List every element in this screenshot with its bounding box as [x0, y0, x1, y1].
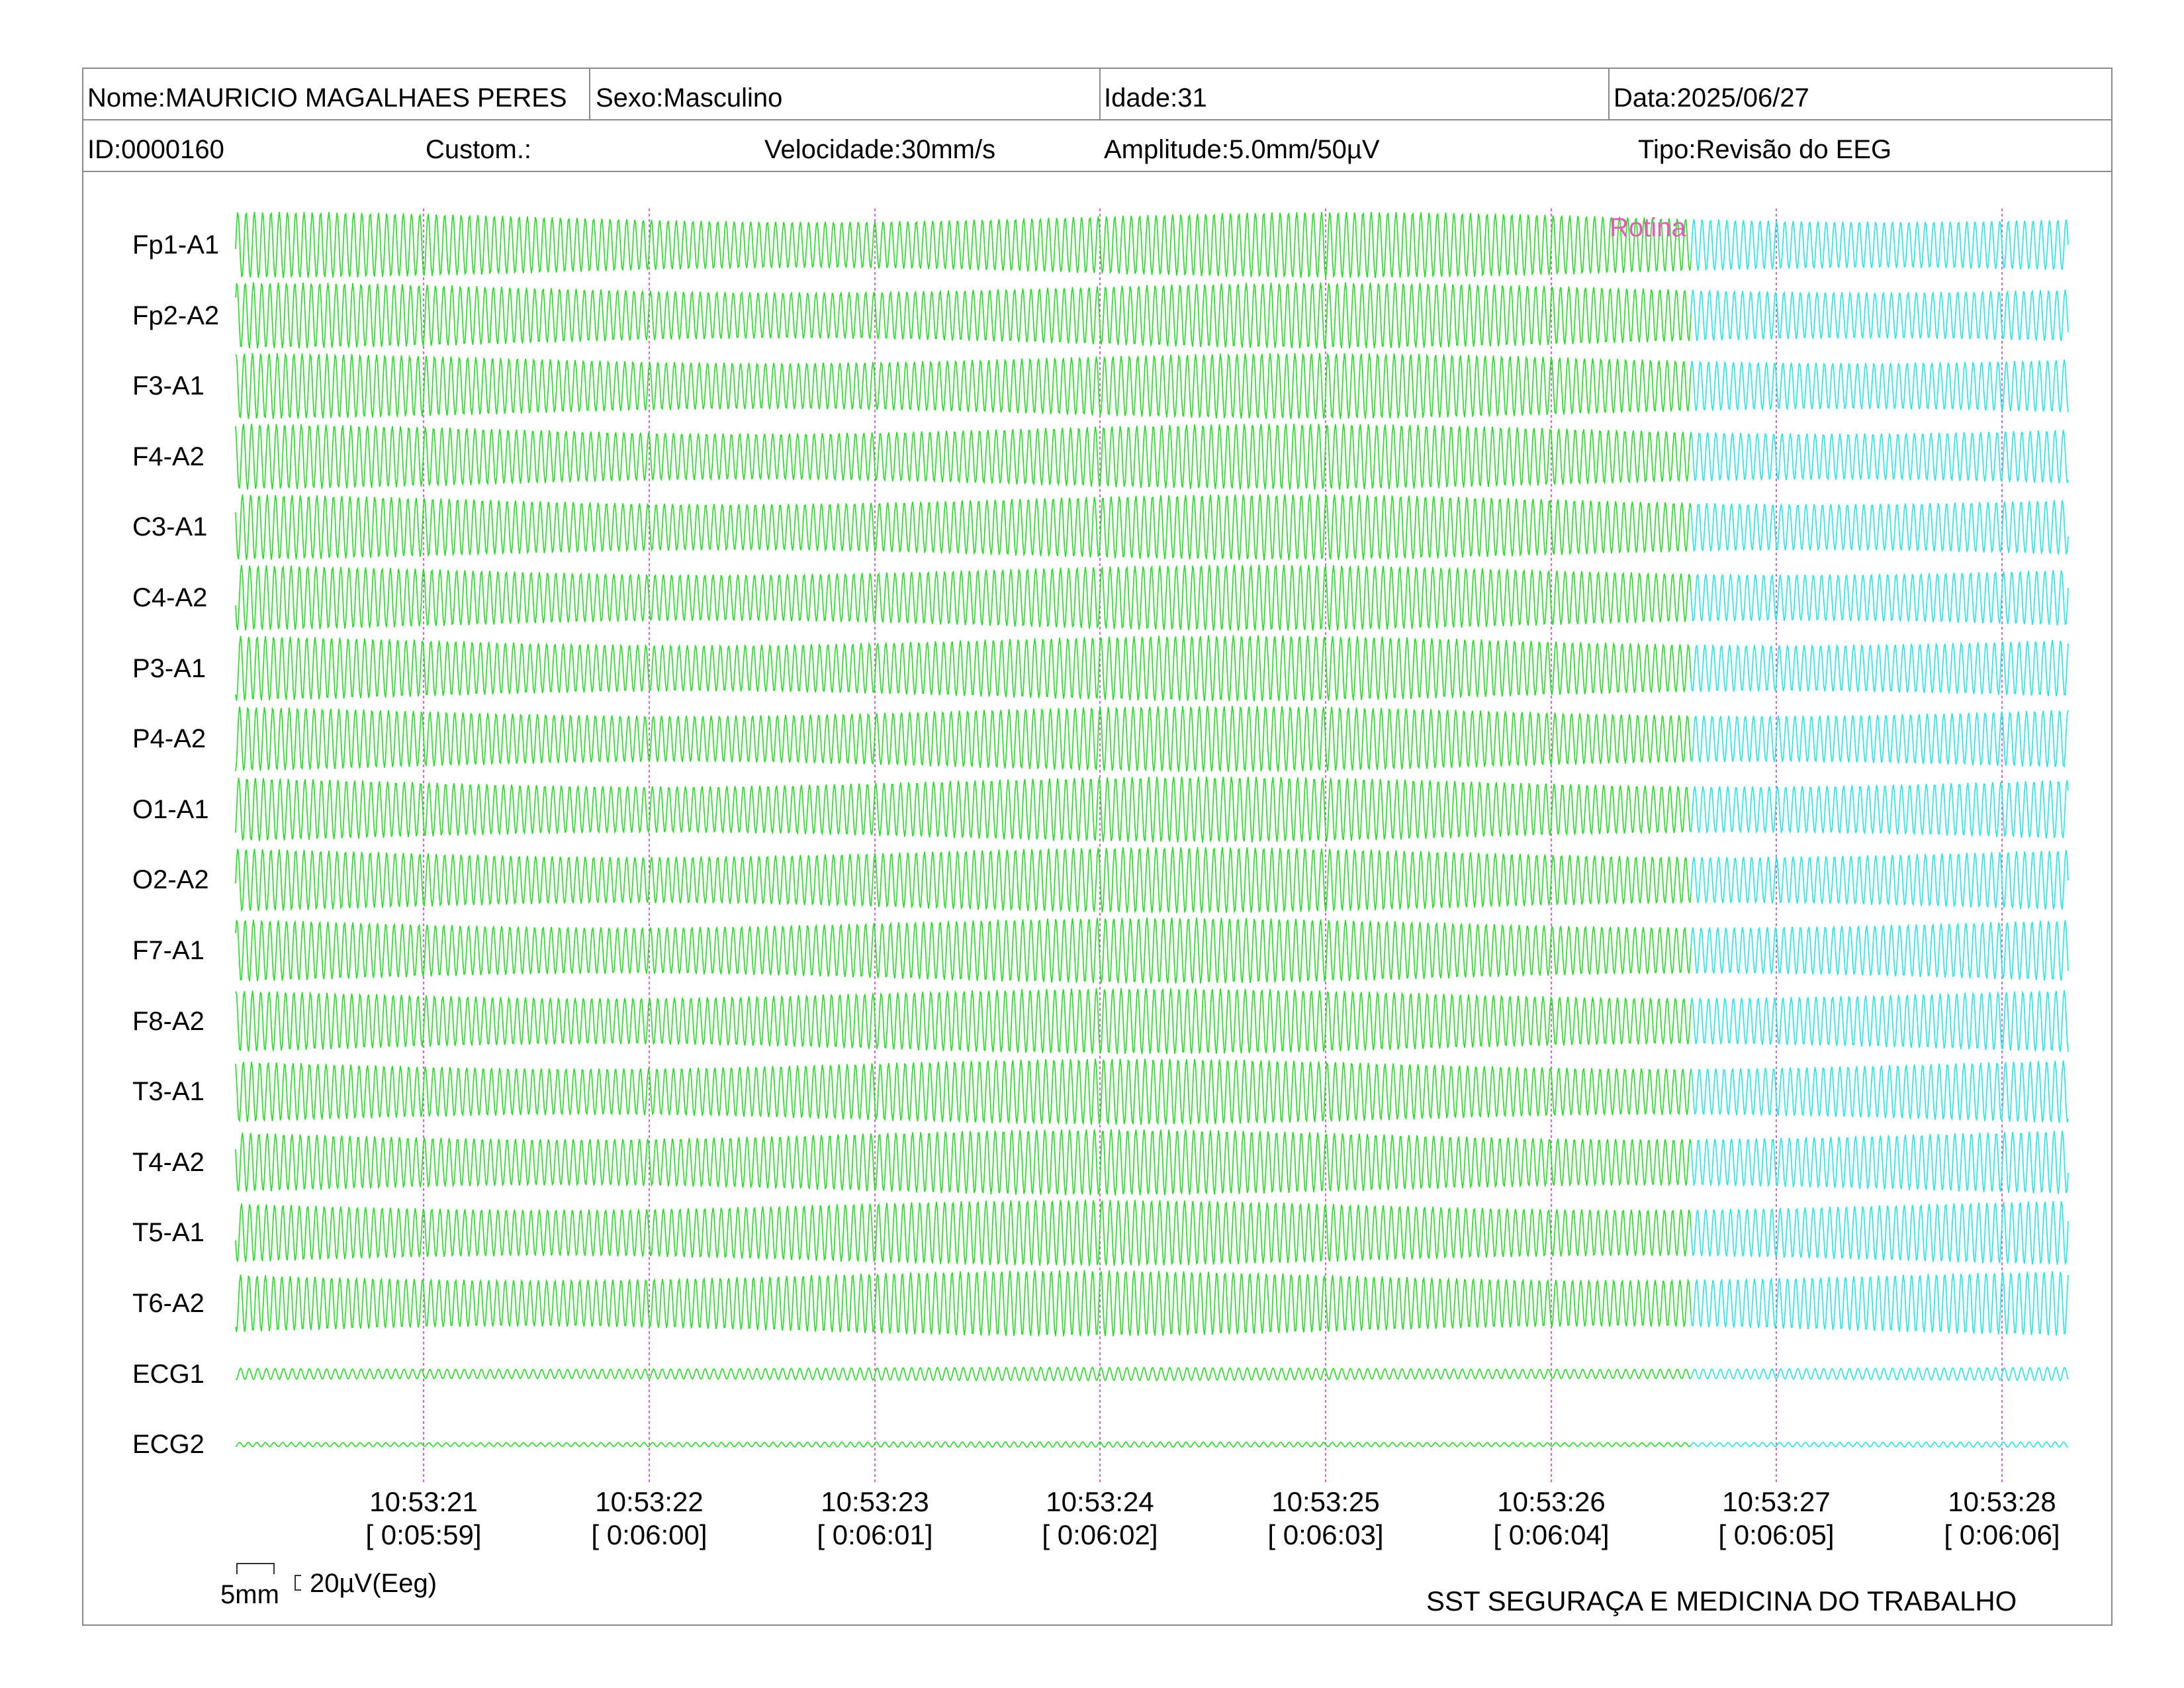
- eeg-trace-recent: [1690, 1271, 2069, 1336]
- time-elapsed-label: [ 0:06:04]: [1493, 1519, 1610, 1550]
- eeg-trace-recent: [1690, 1366, 2069, 1382]
- header-cell-divider: [1608, 68, 1610, 120]
- time-clock-label: 10:53:23: [821, 1486, 929, 1517]
- time-elapsed-label: [ 0:06:05]: [1718, 1519, 1835, 1550]
- report-frame: [82, 68, 2113, 1626]
- channel-label: C4-A2: [132, 583, 208, 612]
- eeg-trace: [235, 917, 1692, 984]
- channel-label: P3-A1: [132, 653, 206, 683]
- scale-bar-icon: [236, 1563, 301, 1591]
- patient-age: Idade:31: [1104, 83, 1207, 113]
- eeg-trace-recent: [1690, 849, 2069, 911]
- eeg-trace-recent: [1690, 359, 2069, 412]
- channel-label: ECG1: [132, 1359, 205, 1389]
- eeg-trace-recent: [1690, 780, 2069, 839]
- channel-label: O1-A1: [132, 794, 209, 824]
- review-type: Tipo:Revisão do EEG: [1638, 135, 1892, 164]
- channel-label: F7-A1: [132, 936, 205, 965]
- eeg-trace: [235, 1366, 1692, 1382]
- header-cell-divider: [1099, 68, 1101, 120]
- time-clock-label: 10:53:28: [1948, 1486, 2056, 1517]
- speed-setting: Velocidade:30mm/s: [764, 135, 996, 164]
- eeg-trace: [235, 352, 1692, 420]
- patient-id: ID:0000160: [87, 135, 224, 164]
- eeg-trace: [235, 282, 1692, 349]
- time-elapsed-label: [ 0:06:02]: [1042, 1519, 1158, 1550]
- time-clock-label: 10:53:24: [1046, 1486, 1154, 1517]
- eeg-trace: [235, 847, 1692, 914]
- eeg-trace: [235, 1270, 1692, 1336]
- scale-time-label: 5mm: [220, 1580, 279, 1609]
- eeg-trace-recent: [1690, 430, 2069, 485]
- clinic-name: SST SEGURAÇA E MEDICINA DO TRABALHO: [1426, 1585, 2017, 1617]
- channel-label: ECG2: [132, 1430, 205, 1460]
- channel-label: T3-A1: [132, 1077, 205, 1107]
- eeg-trace-recent: [1690, 639, 2069, 697]
- channel-label: Fp1-A1: [132, 230, 220, 259]
- event-annotation: Rotina: [1610, 213, 1686, 242]
- eeg-trace-recent: [1690, 569, 2069, 626]
- time-elapsed-label: [ 0:06:06]: [1944, 1519, 2060, 1550]
- channel-label: F4-A2: [132, 442, 205, 471]
- patient-name: Nome:MAURICIO MAGALHAES PERES: [87, 83, 567, 113]
- eeg-trace-recent: [1690, 710, 2069, 769]
- eeg-trace: [235, 564, 1692, 631]
- eeg-trace: [235, 211, 1692, 279]
- patient-sex: Sexo:Masculino: [596, 83, 783, 113]
- record-date: Data:2025/06/27: [1614, 83, 1809, 113]
- eeg-trace-recent: [1690, 919, 2069, 981]
- header-bottom-line: [82, 171, 2113, 172]
- custom-field: Custom.:: [426, 135, 532, 164]
- channel-label: Fp2-A2: [132, 301, 220, 330]
- eeg-trace: [235, 776, 1692, 843]
- channel-label: P4-A2: [132, 724, 206, 754]
- channel-label: F8-A2: [132, 1006, 205, 1036]
- time-elapsed-label: [ 0:06:00]: [591, 1519, 707, 1550]
- eeg-trace-recent: [1690, 990, 2069, 1053]
- eeg-trace: [235, 494, 1692, 561]
- header-cell-divider: [589, 68, 590, 120]
- eeg-trace-recent: [1690, 218, 2069, 271]
- eeg-trace: [235, 423, 1692, 490]
- amplitude-setting: Amplitude:5.0mm/50µV: [1104, 135, 1380, 164]
- channel-label: T6-A2: [132, 1289, 205, 1318]
- eeg-trace-recent: [1690, 289, 2069, 342]
- eeg-trace: [235, 1129, 1692, 1196]
- time-clock-label: 10:53:27: [1722, 1486, 1831, 1517]
- time-elapsed-label: [ 0:06:01]: [817, 1519, 933, 1550]
- time-clock-label: 10:53:26: [1497, 1486, 1606, 1517]
- eeg-trace-recent: [1690, 500, 2069, 556]
- eeg-trace: [235, 1058, 1692, 1125]
- eeg-trace: [235, 988, 1692, 1055]
- channel-label: T5-A1: [132, 1218, 205, 1248]
- eeg-trace-recent: [1690, 1131, 2069, 1194]
- time-clock-label: 10:53:22: [595, 1486, 704, 1517]
- time-elapsed-label: [ 0:05:59]: [365, 1519, 482, 1550]
- eeg-trace: [235, 1441, 1692, 1448]
- time-clock-label: 10:53:21: [369, 1486, 478, 1517]
- eeg-trace: [235, 635, 1692, 702]
- header-divider: [82, 119, 2113, 120]
- time-elapsed-label: [ 0:06:03]: [1267, 1519, 1384, 1550]
- eeg-trace-recent: [1690, 1441, 2069, 1448]
- eeg-trace-recent: [1690, 1201, 2069, 1265]
- channel-label: C3-A1: [132, 512, 208, 542]
- time-clock-label: 10:53:25: [1271, 1486, 1380, 1517]
- channel-label: O2-A2: [132, 865, 209, 895]
- eeg-trace: [235, 706, 1692, 773]
- scale-amplitude-label: 20µV(Eeg): [310, 1569, 437, 1598]
- eeg-trace-recent: [1690, 1060, 2069, 1124]
- eeg-trace: [235, 1199, 1692, 1266]
- channel-label: T4-A2: [132, 1147, 205, 1177]
- channel-label: F3-A1: [132, 371, 205, 401]
